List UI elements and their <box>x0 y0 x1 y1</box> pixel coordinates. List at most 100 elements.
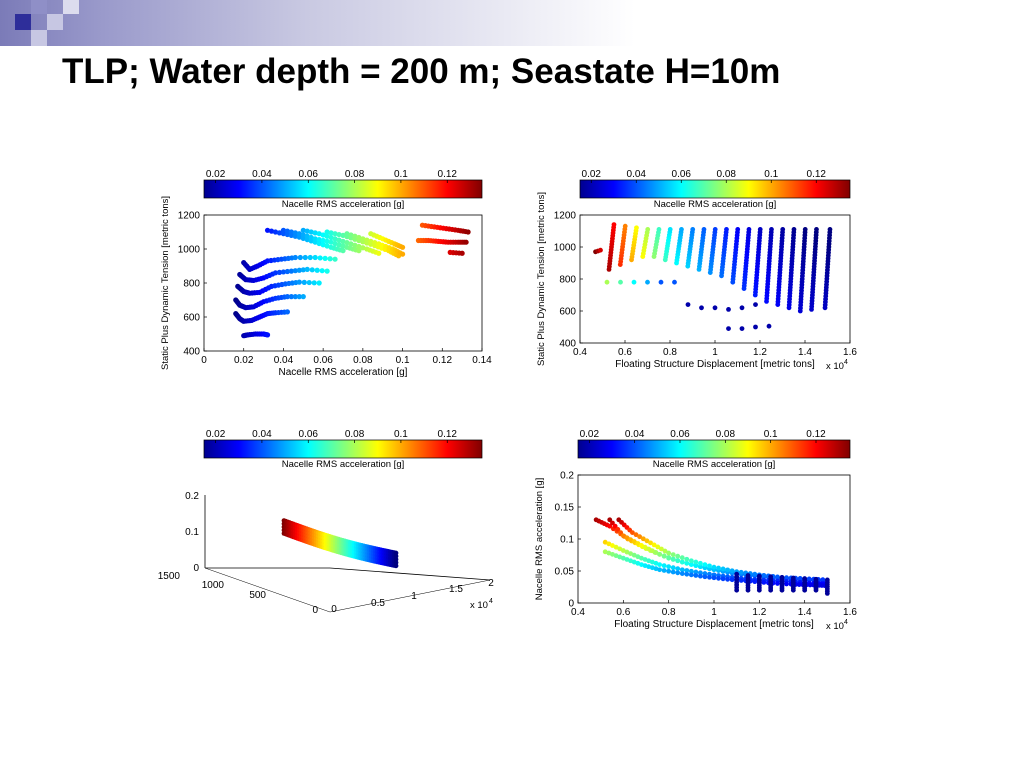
y-tick-label: 800 <box>183 279 200 290</box>
data-point <box>679 567 685 573</box>
data-point <box>707 563 712 569</box>
data-point <box>642 544 648 550</box>
data-point <box>372 240 378 246</box>
data-point <box>459 250 465 256</box>
x-multiplier: x 10 <box>470 600 488 611</box>
data-point <box>336 237 342 243</box>
data-point <box>296 294 302 300</box>
data-point <box>296 279 302 285</box>
data-point <box>302 254 308 261</box>
data-point <box>806 576 812 582</box>
x-multiplier-exponent: 4 <box>489 598 493 605</box>
z-tick-label: 0.1 <box>185 527 199 538</box>
data-point <box>699 305 704 311</box>
y-tick-label: 600 <box>183 313 200 324</box>
data-point <box>649 565 655 571</box>
data-point <box>729 568 735 574</box>
data-point <box>780 227 786 232</box>
data-point <box>739 326 745 331</box>
data-point <box>666 555 672 560</box>
data-point <box>640 536 646 542</box>
data-point <box>306 279 312 286</box>
y-tick-label: 1000 <box>202 580 225 591</box>
data-point <box>693 559 699 565</box>
colorbar-tick-label: 0.06 <box>299 169 319 180</box>
data-point <box>631 279 637 285</box>
data-point <box>617 546 623 552</box>
colorbar-tick-label: 0.1 <box>394 429 408 440</box>
data-point <box>465 229 471 235</box>
data-point <box>657 562 662 567</box>
colorbar-label: Nacelle RMS acceleration [g] <box>282 459 405 470</box>
colorbar-label: Nacelle RMS acceleration [g] <box>654 199 777 210</box>
data-point <box>376 250 382 256</box>
colorbar-tick-label: 0.08 <box>717 169 737 180</box>
data-point <box>635 554 641 560</box>
x-tick-label: 0.04 <box>274 355 294 366</box>
data-point <box>288 294 294 300</box>
data-point <box>679 555 685 561</box>
data-point <box>661 563 667 569</box>
data-point <box>300 267 306 273</box>
data-point <box>726 307 731 312</box>
data-point <box>280 227 287 233</box>
data-point <box>813 587 819 593</box>
data-point <box>324 268 330 274</box>
y-tick-label: 1000 <box>178 245 201 256</box>
data-point <box>314 267 320 273</box>
data-point <box>320 242 326 248</box>
data-point <box>264 227 271 233</box>
data-point <box>319 268 325 274</box>
x-tick-label: 0.02 <box>234 355 254 366</box>
data-point <box>292 268 298 274</box>
data-point <box>645 279 650 285</box>
data-point <box>646 546 652 552</box>
data-point <box>769 227 774 232</box>
data-point <box>690 227 696 232</box>
colorbar-label: Nacelle RMS acceleration [g] <box>282 199 405 210</box>
data-point <box>729 577 735 583</box>
data-point <box>328 239 334 245</box>
data-point <box>622 223 628 229</box>
data-point <box>688 568 694 574</box>
data-point <box>702 574 708 580</box>
data-point <box>675 566 681 572</box>
x-multiplier-exponent: 4 <box>844 359 848 366</box>
data-point <box>745 587 751 593</box>
x-tick-label: 1.2 <box>752 607 766 618</box>
data-point <box>698 560 703 566</box>
data-point <box>631 559 637 565</box>
data-point <box>284 268 290 275</box>
data-point <box>659 546 664 552</box>
data-point <box>670 552 676 558</box>
data-point <box>726 326 731 331</box>
colorbar-tick-label: 0.12 <box>807 169 827 180</box>
data-point <box>610 551 615 557</box>
data-point <box>624 535 630 541</box>
data-point <box>655 544 661 550</box>
x-tick-label: 0.6 <box>616 607 630 618</box>
x-tick-label: 0.8 <box>662 607 676 618</box>
data-point <box>628 537 633 543</box>
panel4-axes: 0.4 0.6 0.8 1 1.2 1.4 1.6 0 0.05 0.1 0.15 0.2 Floati… <box>534 471 857 633</box>
data-point <box>639 562 644 567</box>
colorbar-tick-label: 0.1 <box>394 169 408 180</box>
data-point <box>610 520 615 526</box>
data-point <box>693 563 699 568</box>
data-point <box>284 228 290 234</box>
data-point <box>775 581 780 586</box>
data-point <box>324 229 330 235</box>
x-multiplier-exponent: 4 <box>844 619 848 626</box>
colorbar-tick-label: 0.06 <box>299 429 319 440</box>
z-tick-label: 0 <box>193 563 199 574</box>
y-tick-label: 1200 <box>554 211 577 222</box>
data-point <box>685 302 691 307</box>
data-point <box>606 550 612 556</box>
data-point <box>753 324 758 330</box>
panel3-axes: 0 0.1 0.2 0 500 1000 1500 0 0.5 1 1.5 2x 10 4 <box>158 491 494 616</box>
data-point <box>348 241 354 247</box>
y-tick-label: 800 <box>559 275 576 286</box>
colorbar-tick-label: 0.04 <box>252 429 272 440</box>
data-point <box>688 558 694 564</box>
